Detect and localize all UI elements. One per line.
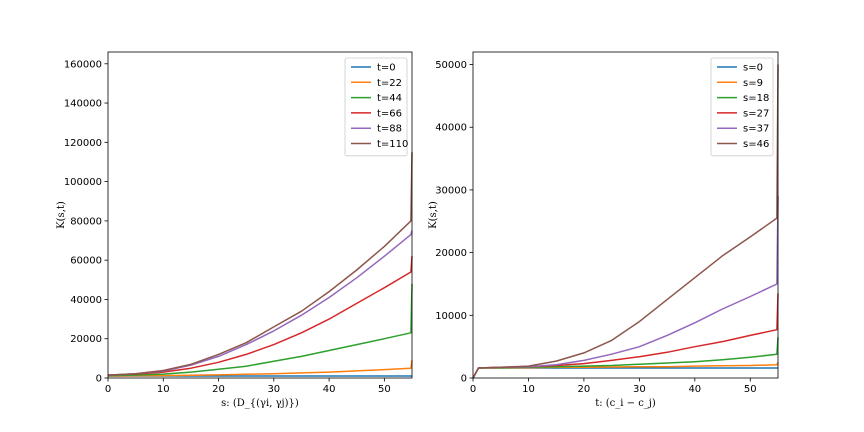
y-tick-label: 100000: [64, 177, 102, 188]
y-tick-label: 160000: [64, 59, 102, 70]
axes-frame: [107, 51, 413, 379]
legend-label-s=27: s=27: [743, 108, 769, 119]
series-line-t=44: [107, 283, 413, 377]
legend-label-t=66: t=66: [377, 108, 402, 119]
x-tick-label: 50: [378, 384, 391, 395]
y-tick-label: 20000: [435, 248, 467, 259]
y-tick-label: 120000: [64, 138, 102, 149]
legend-label-t=44: t=44: [377, 93, 402, 104]
legend-label-t=0: t=0: [377, 63, 396, 74]
legend-label-t=22: t=22: [377, 78, 402, 89]
series-line-s=37: [472, 196, 779, 379]
x-tick-label: 20: [578, 384, 591, 395]
series-line-s=0: [472, 367, 778, 379]
x-axis-label: t: (c_i − c_j): [595, 398, 656, 409]
legend-label-t=88: t=88: [377, 124, 402, 135]
y-axis-label: K(s,t): [56, 201, 67, 229]
right-chart-panel: 0 10 20 30 40 50 0 10000 20000 30000 40000 50000 t: …: [428, 51, 779, 409]
legend-label-s=37: s=37: [743, 124, 769, 135]
y-axis-label: K(s,t): [428, 201, 439, 229]
legend-label-s=18: s=18: [743, 93, 769, 104]
series-line-t=88: [107, 230, 413, 376]
legend-label-t=110: t=110: [377, 139, 408, 150]
x-tick-label: 40: [323, 384, 336, 395]
series-line-t=22: [107, 360, 413, 377]
series-line-s=46: [472, 64, 779, 379]
x-tick-label: 10: [157, 384, 170, 395]
y-tick-label: 140000: [64, 99, 102, 110]
legend-label-s=46: s=46: [743, 139, 769, 150]
x-tick-label: 10: [522, 384, 535, 395]
axes-frame: [472, 51, 779, 379]
y-tick-label: 40000: [70, 295, 102, 306]
y-tick-label: 60000: [70, 256, 102, 267]
series-line-t=66: [107, 256, 413, 376]
y-tick-label: 80000: [70, 216, 102, 227]
x-tick-label: 30: [633, 384, 646, 395]
series-line-t=110: [107, 152, 413, 376]
y-tick-label: 10000: [435, 311, 467, 322]
left-chart-panel: 0 10 20 30 40 50 0 20000 40000 60000 80000 100000 12…: [56, 51, 413, 409]
legend-label-s=9: s=9: [743, 78, 763, 89]
y-tick-label: 40000: [435, 123, 467, 134]
y-tick-label: 0: [461, 374, 467, 385]
y-tick-label: 50000: [435, 60, 467, 71]
x-axis-label: s: (D_{(γi, γj)}): [221, 398, 299, 409]
y-tick-label: 0: [96, 374, 102, 385]
x-tick-label: 50: [744, 384, 757, 395]
series-line-s=18: [472, 337, 779, 379]
x-tick-label: 30: [267, 384, 280, 395]
x-tick-label: 40: [688, 384, 701, 395]
x-tick-label: 0: [105, 384, 111, 395]
y-tick-label: 20000: [70, 334, 102, 345]
x-tick-label: 0: [470, 384, 476, 395]
x-tick-label: 20: [212, 384, 225, 395]
y-tick-label: 30000: [435, 185, 467, 196]
legend-label-s=0: s=0: [743, 63, 763, 74]
